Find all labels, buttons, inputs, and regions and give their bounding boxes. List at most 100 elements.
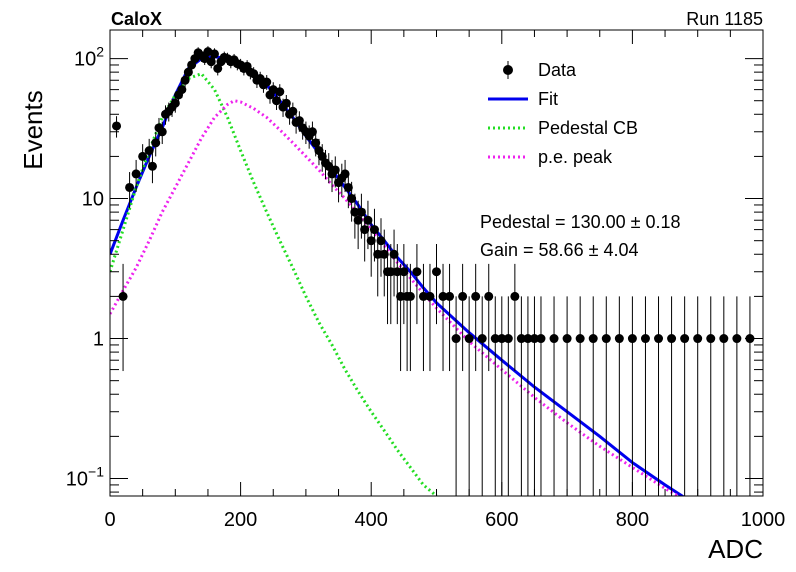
y-tick-label: 10−1 [66,464,104,491]
data-point [405,291,415,301]
data-point [588,334,598,344]
axes: 0 200 400 600 800 1000 102 10 1 10−1 [66,30,785,531]
data-point [373,249,383,259]
data-point [438,291,448,301]
legend-entry: Fit [488,89,558,109]
data-point [138,151,148,161]
data-point [503,334,513,344]
data-point [399,267,409,277]
data-point [350,207,360,217]
data-point [340,169,350,179]
data-point [575,334,585,344]
data-point [464,334,474,344]
data-point [131,169,141,179]
data-point [693,334,703,344]
data-point [366,236,376,246]
data-point [614,334,624,344]
data-point [549,334,559,344]
data-point [330,165,340,175]
data-point [294,116,304,126]
data-point [209,49,219,59]
x-tick-label: 600 [485,509,518,531]
legend-entry: p.e. peak [488,147,613,167]
x-tick-label: 0 [104,509,115,531]
experiment-label: CaloX [111,9,162,29]
legend-label: p.e. peak [538,147,613,167]
data-point [183,67,193,77]
data-point [151,138,161,148]
data-point [272,96,282,106]
data-point [627,334,637,344]
data-point [157,127,167,137]
data-point [262,77,272,87]
legend-label: Fit [538,89,558,109]
data-point [396,291,406,301]
data-point [536,334,546,344]
data-point [471,291,481,301]
data-point [311,138,321,148]
data-point [206,57,216,67]
data-point [445,291,455,301]
data-point [386,267,396,277]
data-point [719,334,729,344]
data-point [425,291,435,301]
data-point [680,334,690,344]
data-point [147,161,157,171]
data-point [490,334,500,344]
data-point [360,225,370,235]
x-tick-label: 1000 [741,509,786,531]
data-point [376,236,386,246]
data-point [177,85,187,95]
data-point [356,207,366,217]
y-axis-title: Events [18,90,48,170]
legend: Data Fit Pedestal CB p.e. peak [488,60,638,167]
data-point [432,267,441,277]
data-point [667,334,677,344]
data-point [529,334,539,344]
data-point [412,267,422,277]
data-point [654,334,664,344]
data-point [347,194,357,204]
legend-label: Data [538,60,577,80]
data-point [288,106,298,116]
x-tick-label: 400 [355,509,388,531]
data-point [180,75,190,85]
data-point [324,161,334,171]
gain-annotation: Gain = 58.66 ± 4.04 [480,240,639,260]
data-point [497,334,507,344]
data-point [706,334,716,344]
x-tick-label: 200 [224,509,257,531]
data-point [275,87,285,97]
data-point [640,334,650,344]
y-tick-label: 102 [74,44,104,71]
data-point [170,98,180,108]
data-point [353,215,363,225]
data-point [389,249,399,259]
y-tick-label: 1 [93,329,104,351]
pedestal-annotation: Pedestal = 130.00 ± 0.18 [480,212,681,232]
y-tick-label: 10 [82,189,104,211]
data-point [516,334,526,344]
data-point [562,334,572,344]
data-point [484,291,494,301]
run-label: Run 1185 [686,9,763,29]
data-point [363,215,373,225]
data-point [379,249,389,259]
data-point [213,63,223,73]
data-point [343,182,353,192]
data-points-layer [112,46,755,496]
legend-label: Pedestal CB [538,118,638,138]
data-point [392,267,402,277]
data-point [523,334,533,344]
fit-curve-p-e-peak [110,99,679,496]
data-point [418,291,428,301]
x-tick-label: 800 [616,509,649,531]
data-point [281,98,291,108]
data-point [477,334,487,344]
data-point [458,291,468,301]
legend-entry: Pedestal CB [488,118,638,138]
legend-marker [503,65,513,75]
data-point [112,121,122,131]
data-point [125,182,135,192]
